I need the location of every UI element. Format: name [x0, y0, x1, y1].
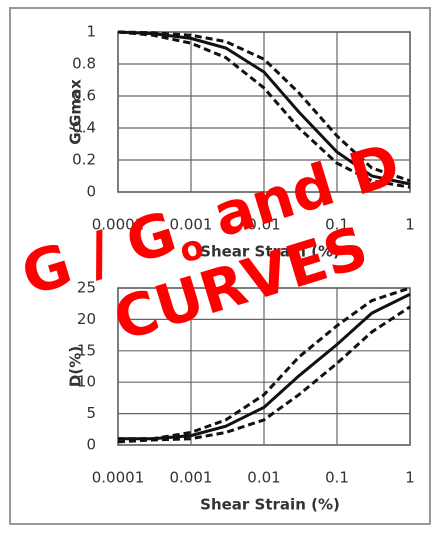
- y-tick-label: 0.4: [72, 119, 96, 137]
- x-tick-label: 0.0001: [92, 216, 145, 234]
- y-tick-label: 0: [86, 183, 96, 201]
- y-tick-label: 25: [77, 279, 96, 297]
- y-tick-label: 0: [86, 436, 96, 454]
- series-line: [118, 292, 411, 441]
- y-tick-label: 0.6: [72, 87, 96, 105]
- x-tick-label: 0.01: [247, 469, 280, 487]
- x-axis-label: Shear Strain (%): [200, 243, 340, 261]
- x-tick-label: 0.001: [170, 469, 213, 487]
- y-tick-label: 1: [86, 23, 96, 41]
- y-tick-label: 10: [77, 373, 96, 391]
- y-tick-label: 0.2: [72, 151, 96, 169]
- series-line: [117, 305, 411, 444]
- x-tick-label: 0.0001: [92, 469, 145, 487]
- charts: 0 0.2 0.4 0.6 0.8 1 0.0001 0.001 0.01 0.1 1 Shear S…: [67, 23, 415, 514]
- y-tick-label: 0.8: [72, 55, 96, 73]
- series-line: [117, 30, 411, 186]
- x-tick-label: 0.1: [325, 216, 349, 234]
- y-axis-label: D(%): [67, 346, 85, 387]
- y-axis-label: G/Gmax: [67, 79, 85, 145]
- y-tick-label: 15: [77, 341, 96, 359]
- x-tick-label: 1: [405, 216, 415, 234]
- series-line: [117, 30, 411, 189]
- y-tick-label: 5: [86, 404, 96, 422]
- y-tick-label: 20: [77, 310, 96, 328]
- series-line: [117, 30, 411, 183]
- x-axis-label: Shear Strain (%): [200, 496, 340, 514]
- x-tick-label: 1: [405, 469, 415, 487]
- x-tick-label: 0.01: [247, 216, 280, 234]
- x-tick-label: 0.001: [170, 216, 213, 234]
- x-tick-label: 0.1: [325, 469, 349, 487]
